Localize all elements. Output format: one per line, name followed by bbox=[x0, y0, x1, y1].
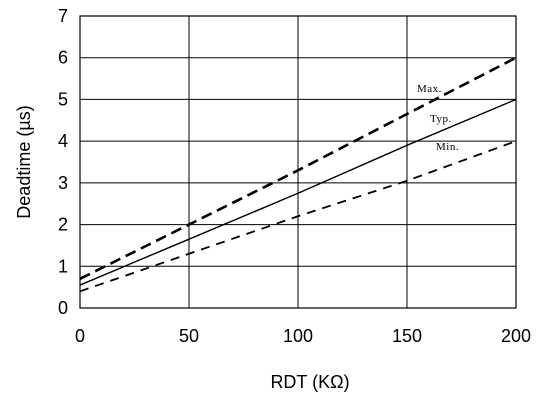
y-tick-label-3: 3 bbox=[58, 173, 68, 193]
y-tick-label-6: 6 bbox=[58, 48, 68, 68]
series-line-typ bbox=[79, 98, 517, 286]
grid bbox=[80, 16, 516, 308]
y-tick-label-0: 0 bbox=[58, 298, 68, 318]
x-tick-label-0: 0 bbox=[75, 326, 85, 346]
series-label-typ: Typ. bbox=[430, 113, 452, 125]
x-tick-labels: 0 50 100 150 200 bbox=[75, 326, 531, 346]
y-tick-labels: 0 1 2 3 4 5 6 7 bbox=[58, 6, 68, 318]
y-tick-label-5: 5 bbox=[58, 89, 68, 109]
x-axis-title: RDT (KΩ) bbox=[270, 372, 349, 392]
y-tick-label-1: 1 bbox=[58, 256, 68, 276]
x-tick-label-2: 100 bbox=[283, 326, 313, 346]
series-line-min bbox=[79, 140, 517, 293]
x-tick-label-4: 200 bbox=[501, 326, 531, 346]
series-label-min: Min. bbox=[436, 141, 459, 153]
y-tick-label-2: 2 bbox=[58, 215, 68, 235]
series-label-max: Max. bbox=[417, 83, 442, 95]
x-tick-label-1: 50 bbox=[179, 326, 199, 346]
y-axis-title: Deadtime (µs) bbox=[14, 105, 34, 218]
plot-frame bbox=[79, 15, 517, 309]
x-tick-label-3: 150 bbox=[392, 326, 422, 346]
y-tick-label-4: 4 bbox=[58, 131, 68, 151]
series-labels: Max. Typ. Min. bbox=[417, 83, 459, 153]
y-tick-label-7: 7 bbox=[58, 6, 68, 26]
series-lines bbox=[79, 56, 517, 293]
plot-border bbox=[79, 15, 517, 309]
series-line-max bbox=[79, 56, 517, 280]
